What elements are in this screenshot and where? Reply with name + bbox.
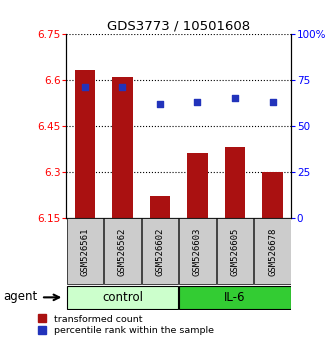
- Text: GSM526678: GSM526678: [268, 227, 277, 275]
- Point: [82, 84, 88, 90]
- Text: IL-6: IL-6: [224, 291, 246, 304]
- Title: GDS3773 / 10501608: GDS3773 / 10501608: [107, 19, 250, 33]
- Bar: [216, 218, 254, 284]
- Text: GSM526561: GSM526561: [80, 227, 89, 275]
- Bar: [112, 76, 133, 218]
- Bar: [104, 218, 141, 284]
- Bar: [187, 153, 208, 218]
- Text: agent: agent: [3, 290, 37, 303]
- Bar: [262, 172, 283, 218]
- Bar: [179, 218, 216, 284]
- Text: GSM526605: GSM526605: [230, 227, 240, 275]
- Point: [270, 99, 275, 104]
- Text: GSM526562: GSM526562: [118, 227, 127, 275]
- Text: GSM526603: GSM526603: [193, 227, 202, 275]
- Point: [232, 95, 238, 101]
- Text: GSM526602: GSM526602: [156, 227, 165, 275]
- Bar: [254, 218, 291, 284]
- Legend: transformed count, percentile rank within the sample: transformed count, percentile rank withi…: [38, 314, 214, 335]
- Bar: [179, 286, 291, 309]
- Bar: [67, 218, 103, 284]
- Bar: [150, 196, 170, 218]
- Bar: [75, 70, 95, 218]
- Bar: [142, 218, 178, 284]
- Bar: [225, 147, 245, 218]
- Bar: [67, 286, 178, 309]
- Point: [120, 84, 125, 90]
- Point: [157, 101, 163, 107]
- Text: control: control: [102, 291, 143, 304]
- Point: [195, 99, 200, 104]
